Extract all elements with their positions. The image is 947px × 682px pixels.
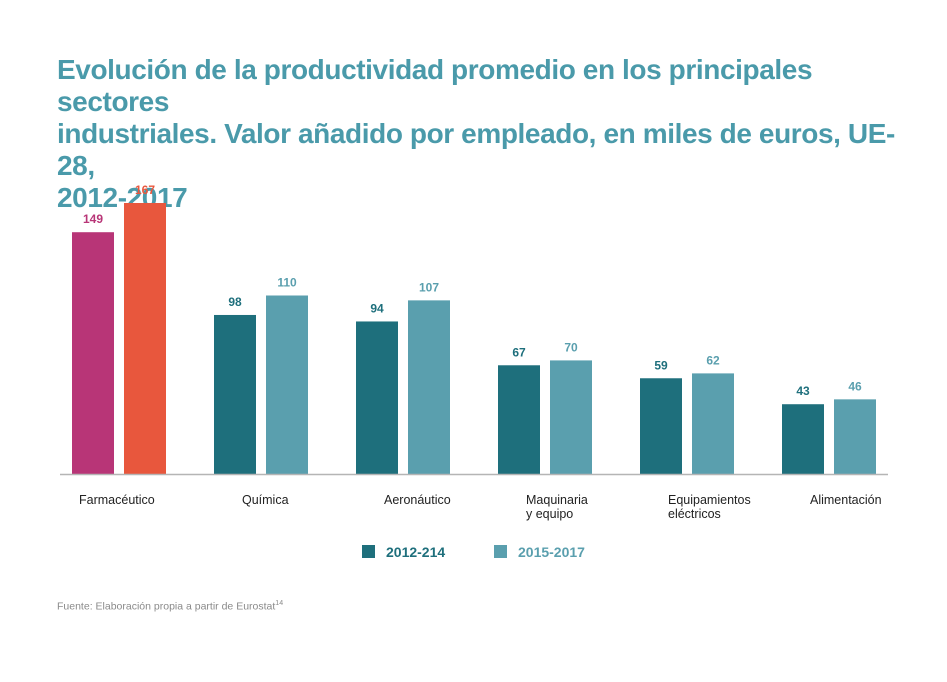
value-label-alimentacion-series-1: 43 (796, 384, 810, 398)
legend-label-series-1: 2012-214 (386, 544, 445, 560)
value-label-quimica-series-1: 98 (228, 295, 242, 309)
value-labels-layer: 149 167 98 110 94 107 67 70 59 62 43 46 (83, 183, 862, 398)
legend-swatch-series-2 (494, 545, 507, 558)
value-label-maquinaria-y-equipo-series-1: 67 (512, 345, 526, 359)
category-label-alimentacion: Alimentación (810, 493, 882, 507)
bar-maquinaria-y-equipo-series-2 (550, 360, 592, 474)
legend: 2012-214 2015-2017 (362, 544, 585, 560)
value-label-maquinaria-y-equipo-series-2: 70 (564, 340, 578, 354)
bar-maquinaria-y-equipo-series-1 (498, 365, 540, 474)
bar-quimica-series-1 (214, 314, 256, 474)
legend-label-series-2: 2015-2017 (518, 544, 585, 560)
value-label-quimica-series-2: 110 (277, 275, 297, 289)
bar-aeronautico-series-2 (408, 300, 450, 474)
category-label-maquinaria-y-equipo: Maquinaria y equipo (526, 493, 588, 521)
bar-alimentacion-series-2 (834, 399, 876, 474)
source-text: Fuente: Elaboración propia a partir de E… (57, 600, 276, 613)
category-label-quimica: Química (242, 493, 289, 507)
value-label-equipamientos-electricos-series-1: 59 (654, 358, 668, 372)
category-label-farmaceutico: Farmacéutico (79, 493, 155, 507)
category-label-equipamientos-electricos: Equipamientos eléctricos (668, 493, 751, 521)
category-labels-layer: Farmacéutico Química Aeronáutico Maquinaria… (79, 493, 882, 521)
bar-farmaceutico-series-1 (72, 232, 114, 474)
value-label-aeronautico-series-1: 94 (370, 301, 384, 315)
legend-swatch-series-1 (362, 545, 375, 558)
bar-farmaceutico-series-2 (124, 203, 166, 474)
source-footnote-mark: 14 (275, 600, 284, 607)
bar-equipamientos-electricos-series-1 (640, 378, 682, 474)
value-label-alimentacion-series-2: 46 (848, 379, 862, 393)
bar-aeronautico-series-1 (356, 321, 398, 474)
chart-title: Evolución de la productividad promedio e… (57, 54, 895, 213)
source-note: Fuente: Elaboración propia a partir de E… (57, 600, 283, 613)
value-label-farmaceutico-series-1: 149 (83, 212, 103, 226)
bar-alimentacion-series-1 (782, 404, 824, 474)
value-label-aeronautico-series-2: 107 (419, 280, 439, 294)
value-label-equipamientos-electricos-series-2: 62 (706, 353, 720, 367)
value-label-farmaceutico-series-2: 167 (135, 183, 155, 197)
bar-equipamientos-electricos-series-2 (692, 373, 734, 474)
bar-quimica-series-2 (266, 295, 308, 474)
bars-layer (72, 203, 876, 474)
category-label-aeronautico: Aeronáutico (384, 493, 451, 507)
